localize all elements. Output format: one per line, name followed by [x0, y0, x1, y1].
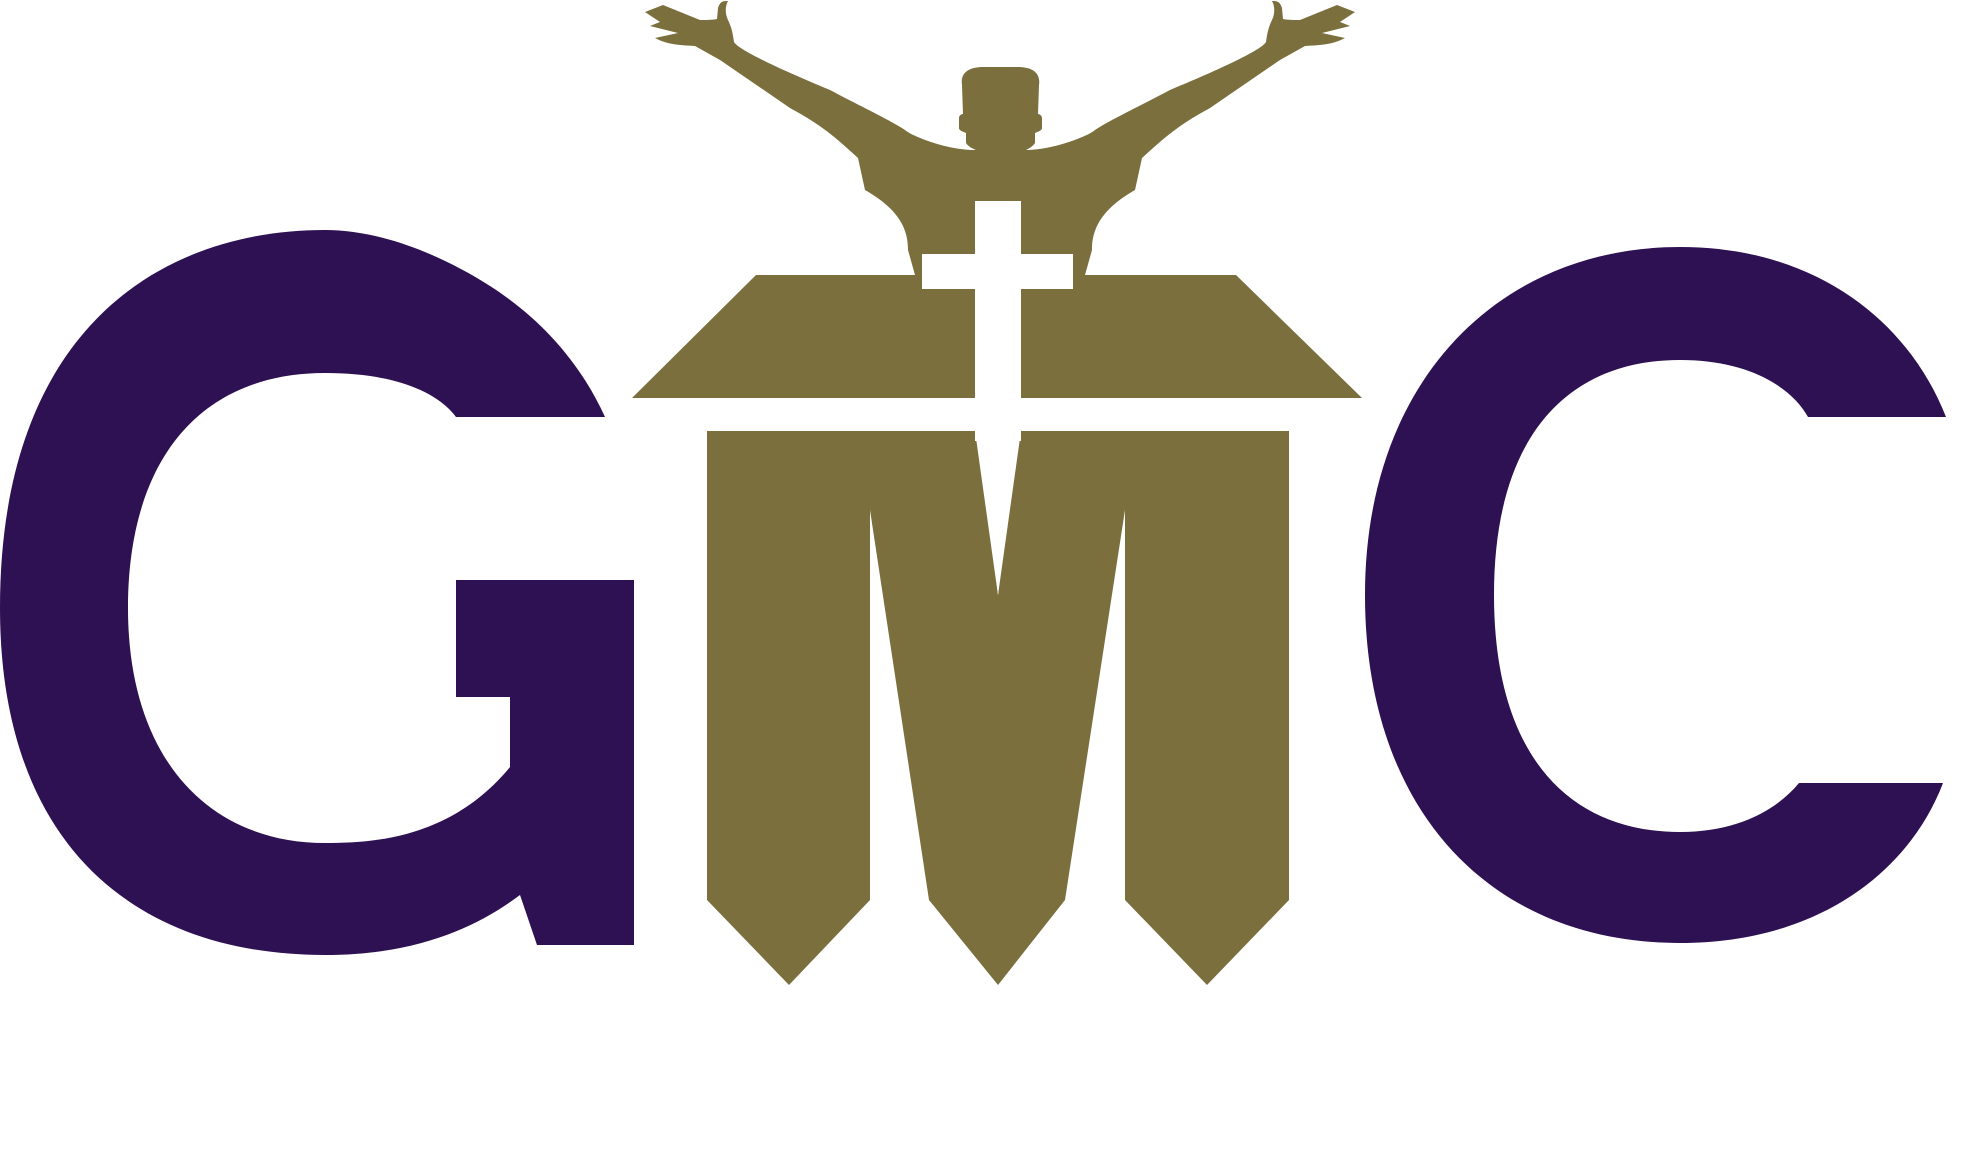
letter-m: [632, 275, 1362, 985]
cross-icon: [922, 201, 1073, 595]
letter-c: [1365, 247, 1946, 943]
letter-g: [0, 230, 634, 955]
